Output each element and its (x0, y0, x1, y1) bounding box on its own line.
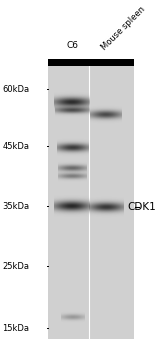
Bar (48, 59, 90, 66)
Text: C6: C6 (66, 41, 78, 50)
Text: Mouse spleen: Mouse spleen (100, 4, 147, 51)
Text: 45kDa: 45kDa (2, 142, 29, 151)
Text: 60kDa: 60kDa (2, 85, 29, 94)
Bar (48, 66, 134, 339)
Text: 35kDa: 35kDa (2, 202, 29, 211)
Text: 15kDa: 15kDa (2, 323, 29, 332)
Bar (90, 59, 134, 66)
Text: 25kDa: 25kDa (2, 262, 29, 271)
Text: CDK1: CDK1 (128, 202, 156, 212)
